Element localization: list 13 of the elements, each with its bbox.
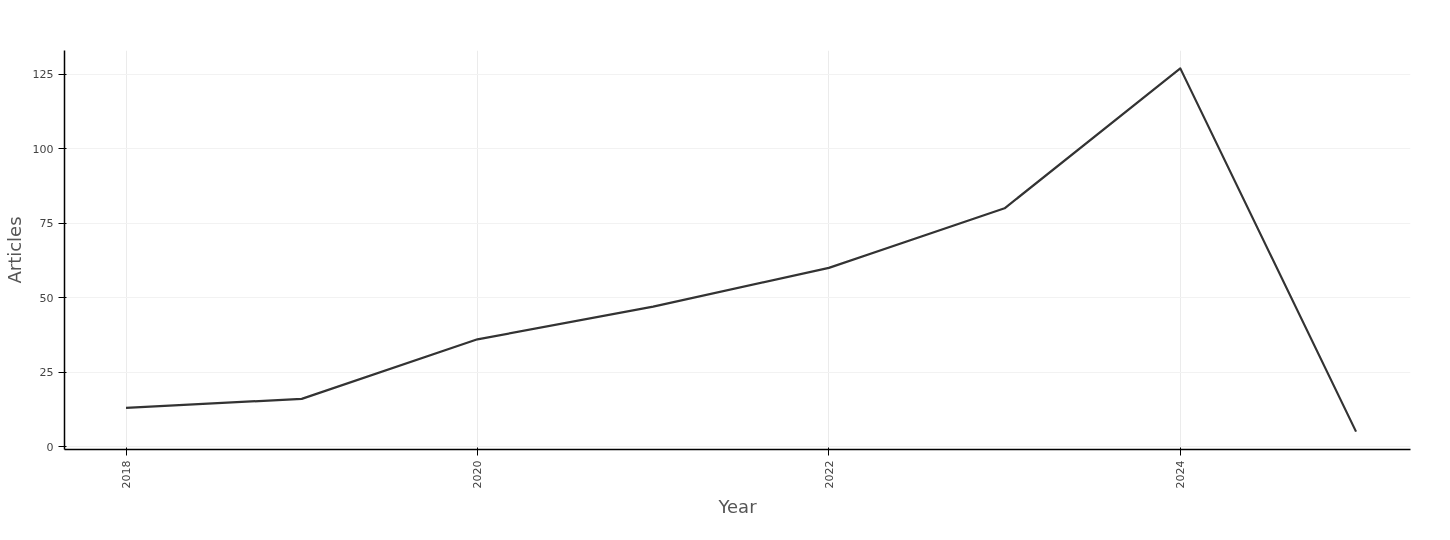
y-tick-label: 25	[39, 366, 54, 380]
y-tick-label: 75	[39, 217, 54, 231]
x-tick-label: 2020	[471, 460, 485, 489]
y-tick-label: 0	[46, 440, 54, 454]
x-tick-label: 2022	[822, 460, 836, 489]
line-series	[124, 67, 1358, 433]
y-tick-label: 50	[39, 291, 54, 305]
y-tick-label: 125	[32, 68, 54, 82]
x-tick-label: 2024	[1174, 460, 1188, 489]
x-tick-label: 2018	[120, 460, 133, 489]
y-tick-label: 100	[32, 142, 54, 156]
y-axis-title: Articles	[3, 216, 25, 284]
x-axis-title: Year	[717, 496, 758, 518]
